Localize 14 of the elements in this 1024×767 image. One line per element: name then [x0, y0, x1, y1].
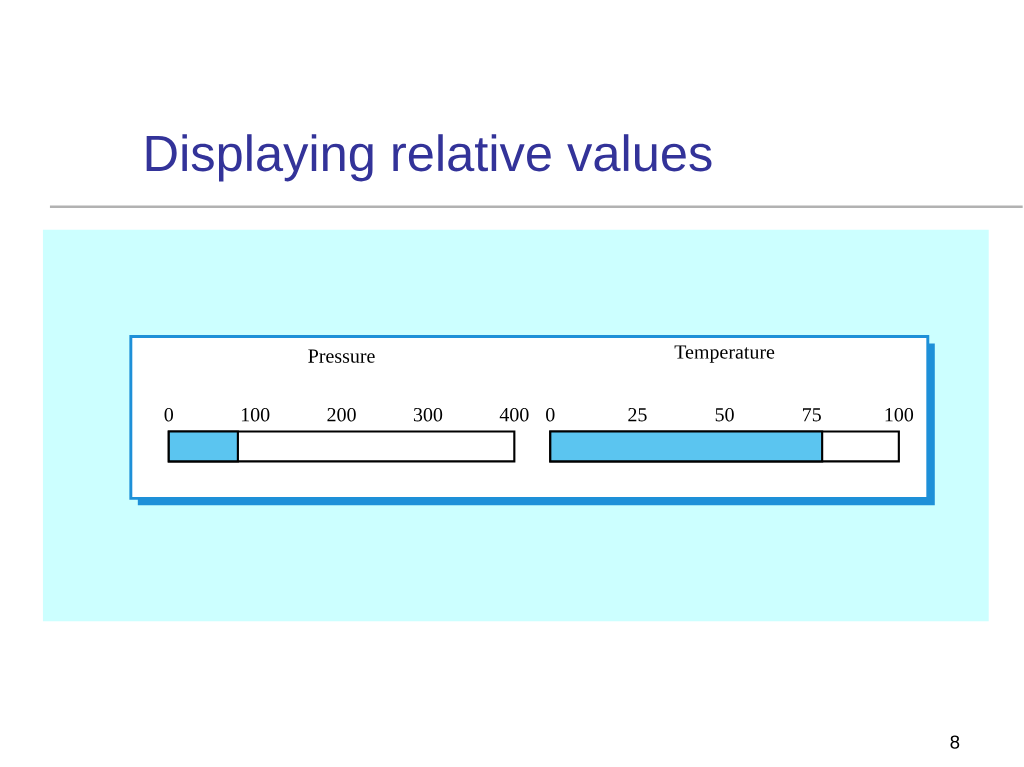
x-tick-label: 0 [546, 407, 555, 422]
chart-title: Pressure [308, 349, 375, 363]
x-tick-label: 25 [628, 408, 647, 422]
x-tick-label: 200 [327, 407, 356, 422]
text: Displaying relative values [146, 134, 712, 182]
x-tick-label: 50 [715, 407, 734, 422]
chart-title: Temperature [674, 345, 775, 363]
x-tick-label: 300 [413, 407, 443, 422]
x-tick-label: 0 [164, 407, 174, 422]
text: 8 [950, 735, 960, 749]
x-tick-label: 100 [885, 407, 914, 422]
x-tick-label: 400 [499, 407, 529, 422]
x-tick-label: 75 [803, 408, 821, 422]
x-tick-label: 100 [241, 407, 270, 422]
